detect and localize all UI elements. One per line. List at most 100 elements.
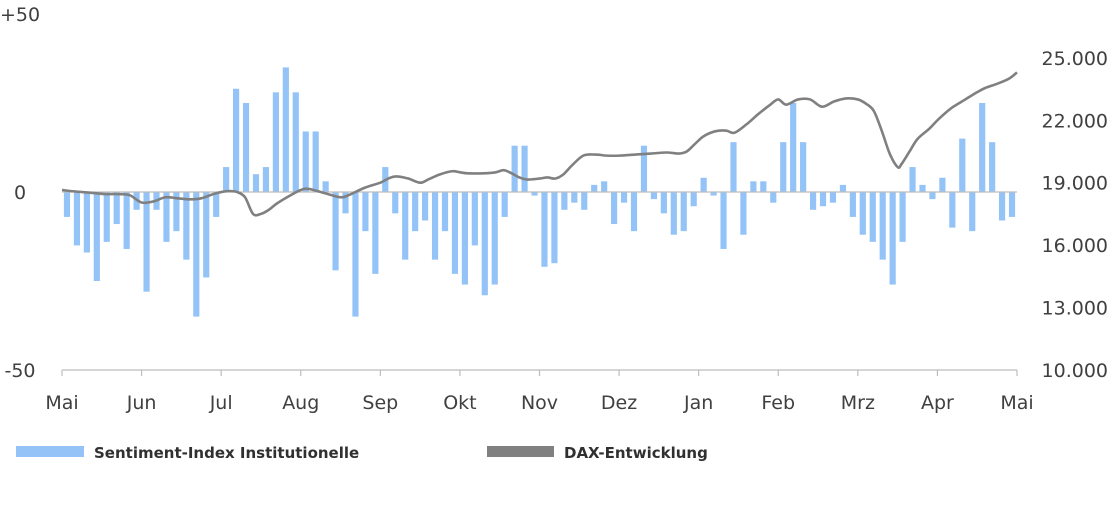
sentiment-bar [441, 192, 449, 232]
sentiment-bar [292, 92, 299, 192]
sentiment-bar [223, 167, 230, 192]
sentiment-bar [501, 192, 508, 217]
sentiment-bar [63, 192, 71, 217]
sentiment-bar [103, 192, 110, 242]
sentiment-bar [262, 167, 270, 192]
left-axis-label: -50 [4, 360, 35, 382]
sentiment-bar [352, 192, 359, 317]
month-label: Nov [521, 392, 558, 414]
sentiment-bar [461, 192, 468, 285]
legend-swatch-dax [487, 446, 554, 457]
sentiment-bar [740, 192, 747, 235]
legend-label-dax: DAX-Entwicklung [564, 444, 708, 462]
sentiment-bar [163, 192, 170, 242]
sentiment-bar [700, 177, 707, 192]
sentiment-bar [213, 192, 220, 217]
month-label: Mai [1000, 392, 1033, 414]
sentiment-bar [780, 142, 787, 192]
month-label: Mai [45, 392, 78, 414]
sentiment-bar [660, 192, 667, 214]
sentiment-bar [173, 192, 180, 232]
legend: Sentiment-Index Institutionelle DAX-Entw… [16, 444, 708, 462]
sentiment-bar [581, 192, 588, 210]
sentiment-bar [929, 192, 936, 200]
dax-line [61, 71, 1018, 217]
month-label: Aug [282, 392, 319, 414]
sentiment-bar [849, 192, 856, 217]
sentiment-bar [1008, 192, 1016, 217]
sentiment-bar [392, 192, 399, 214]
sentiment-bar [949, 192, 956, 228]
sentiment-bar [790, 103, 797, 192]
sentiment-bar [889, 192, 896, 285]
sentiment-bar [680, 192, 687, 232]
month-label: Apr [921, 392, 954, 414]
sentiment-bar [143, 192, 150, 292]
sentiment-bar [809, 192, 817, 210]
sentiment-bar [919, 184, 926, 192]
month-label: Mrz [841, 392, 875, 414]
sentiment-bar [93, 192, 100, 281]
sentiment-bar [481, 192, 488, 296]
sentiment-bar [521, 145, 528, 192]
sentiment-bar [431, 192, 439, 260]
sentiment-bar [402, 192, 409, 260]
x-axis-ticks [61, 370, 1018, 376]
sentiment-bar [601, 181, 608, 192]
sentiment-bar [710, 192, 717, 196]
month-label: Jul [209, 392, 233, 414]
sentiment-bar [979, 103, 986, 192]
month-label: Okt [443, 392, 476, 414]
sentiment-bar [909, 167, 916, 192]
sentiment-bar [879, 192, 886, 260]
sentiment-bar [372, 192, 379, 274]
sentiment-bar [451, 192, 459, 274]
sentiment-bar [611, 192, 618, 225]
sentiment-bar [839, 184, 846, 192]
left-axis-labels: +50 0 -50 [0, 4, 40, 382]
sentiment-bar [630, 192, 638, 232]
sentiment-bar [770, 192, 777, 203]
sentiment-bar [720, 192, 727, 249]
sentiment-bar [471, 192, 478, 246]
sentiment-bar [203, 192, 210, 278]
sentiment-bar [959, 138, 966, 192]
right-axis-label: 10.000 [1042, 360, 1108, 382]
sentiment-bar [193, 192, 200, 317]
sentiment-bar [640, 145, 648, 192]
sentiment-bar [322, 181, 329, 192]
sentiment-bar [800, 142, 807, 192]
left-axis-label: 0 [14, 182, 26, 204]
sentiment-bar [531, 192, 538, 196]
sentiment-bar [252, 174, 260, 192]
sentiment-bar [332, 192, 339, 271]
sentiment-bars [63, 67, 1016, 317]
sentiment-bar [670, 192, 677, 235]
sentiment-bar [859, 192, 866, 235]
sentiment-bar [730, 142, 737, 192]
right-axis-label: 13.000 [1042, 298, 1108, 320]
sentiment-bar [183, 192, 190, 260]
sentiment-bar [869, 192, 876, 242]
x-axis-month-labels: Mai Jun Jul Aug Sep Okt Nov Dez Jan Feb Mrz Apr Mai [45, 392, 1033, 414]
sentiment-bar [282, 67, 289, 192]
sentiment-bar [819, 192, 827, 207]
sentiment-bar [312, 131, 319, 192]
sentiment-bar [342, 192, 349, 214]
sentiment-bar [998, 192, 1006, 221]
sentiment-bar [750, 181, 757, 192]
sentiment-bar [650, 192, 657, 200]
sentiment-bar [113, 192, 120, 225]
sentiment-bar [362, 192, 369, 232]
month-label: Dez [601, 392, 637, 414]
right-axis-label: 16.000 [1042, 235, 1108, 257]
sentiment-bar [491, 192, 498, 285]
month-label: Jun [126, 392, 157, 414]
legend-label-sentiment: Sentiment-Index Institutionelle [94, 444, 359, 462]
sentiment-bar [422, 192, 429, 221]
right-axis-label: 22.000 [1042, 110, 1108, 132]
sentiment-bar [969, 192, 976, 232]
sentiment-bar [829, 192, 837, 203]
month-label: Feb [761, 392, 795, 414]
